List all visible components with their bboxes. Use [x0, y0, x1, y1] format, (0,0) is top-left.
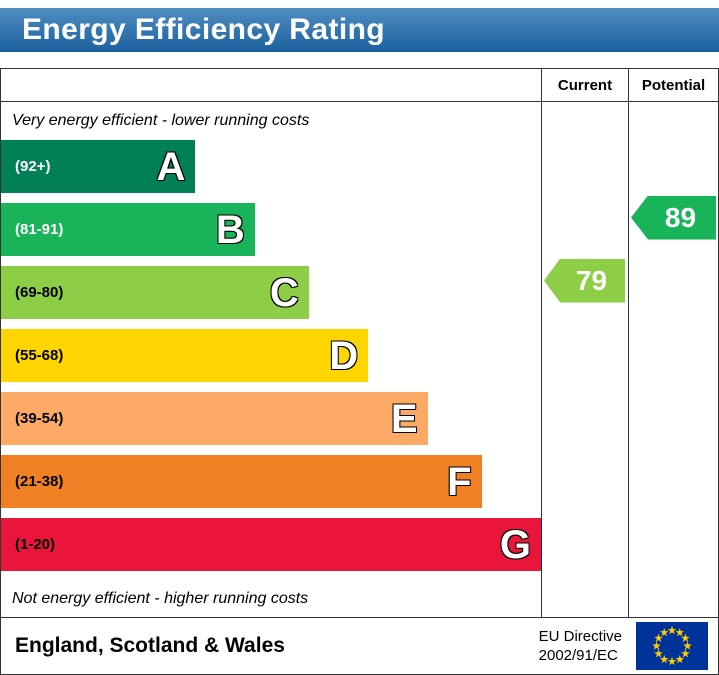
footer: England, Scotland & Wales EU Directive 2…: [0, 618, 719, 675]
band-letter: E: [390, 396, 418, 441]
current-rating-arrow: 79: [544, 258, 625, 303]
title-bar: Energy Efficiency Rating: [0, 8, 719, 52]
band-row-g: (1-20) G: [1, 518, 541, 571]
band-bar-a: (92+) A: [1, 140, 196, 193]
band-range-label: (55-68): [15, 347, 64, 364]
current-column-header: Current: [541, 69, 628, 101]
band-letter: F: [447, 459, 472, 504]
potential-rating-value: 89: [664, 201, 697, 233]
top-note: Very energy efficient - lower running co…: [12, 112, 310, 129]
band-bar-g: (1-20) G: [1, 518, 541, 571]
chart-body: Very energy efficient - lower running co…: [1, 102, 718, 617]
rating-bands: (92+) A (81-91) B (69-80) C: [1, 140, 541, 571]
eu-flag-star: [654, 649, 663, 658]
rating-chart: Current Potential Very energy efficient …: [0, 68, 719, 618]
band-bar-d: (55-68) D: [1, 329, 369, 382]
band-letter: C: [269, 270, 299, 315]
band-letter: G: [499, 522, 531, 567]
eu-flag-star: [681, 649, 690, 658]
band-range-label: (39-54): [15, 410, 64, 427]
eu-flag-star: [659, 627, 669, 637]
band-row-d: (55-68) D: [1, 329, 541, 382]
band-row-e: (39-54) E: [1, 392, 541, 445]
current-column-divider: [541, 102, 542, 617]
band-range-label: (81-91): [15, 221, 64, 238]
eu-flag-star: [667, 656, 677, 666]
eu-flag-star: [667, 625, 677, 635]
eu-flag-star: [659, 654, 669, 664]
band-range-label: (21-38): [15, 473, 64, 490]
band-letter: B: [215, 207, 245, 252]
region-label: England, Scotland & Wales: [15, 634, 285, 657]
band-bar-f: (21-38) F: [1, 455, 482, 508]
band-bar-c: (69-80) C: [1, 266, 309, 319]
chart-header: Current Potential: [1, 69, 718, 102]
eu-flag-star: [652, 641, 661, 650]
eu-flag-star: [675, 627, 685, 637]
page-title: Energy Efficiency Rating: [22, 13, 386, 46]
band-row-c: (69-80) C: [1, 266, 541, 319]
eu-flag-icon: [636, 622, 708, 670]
potential-rating-arrow: 89: [631, 195, 716, 240]
eu-flag-star: [681, 633, 690, 642]
potential-column-header: Potential: [628, 69, 718, 101]
band-range-label: (1-20): [15, 536, 56, 553]
band-letter: A: [156, 144, 186, 189]
band-bar-e: (39-54) E: [1, 392, 428, 445]
eu-flag-star: [683, 641, 692, 650]
eu-directive-line1: EU Directive: [538, 627, 622, 645]
band-bar-b: (81-91) B: [1, 203, 255, 256]
band-row-a: (92+) A: [1, 140, 541, 193]
band-row-f: (21-38) F: [1, 455, 541, 508]
band-letter: D: [329, 333, 359, 378]
eu-directive-line2: 2002/91/EC: [538, 647, 618, 664]
eu-directive-label: EU Directive 2002/91/EC: [539, 627, 622, 666]
band-row-b: (81-91) B: [1, 203, 541, 256]
header-spacer: [1, 69, 541, 101]
band-range-label: (92+): [15, 158, 51, 175]
eu-flag-star: [675, 654, 685, 664]
bottom-note: Not energy efficient - higher running co…: [12, 590, 309, 607]
potential-column-divider: [628, 102, 629, 617]
band-range-label: (69-80): [15, 284, 64, 301]
current-rating-value: 79: [575, 264, 608, 296]
eu-flag-star: [654, 633, 663, 642]
